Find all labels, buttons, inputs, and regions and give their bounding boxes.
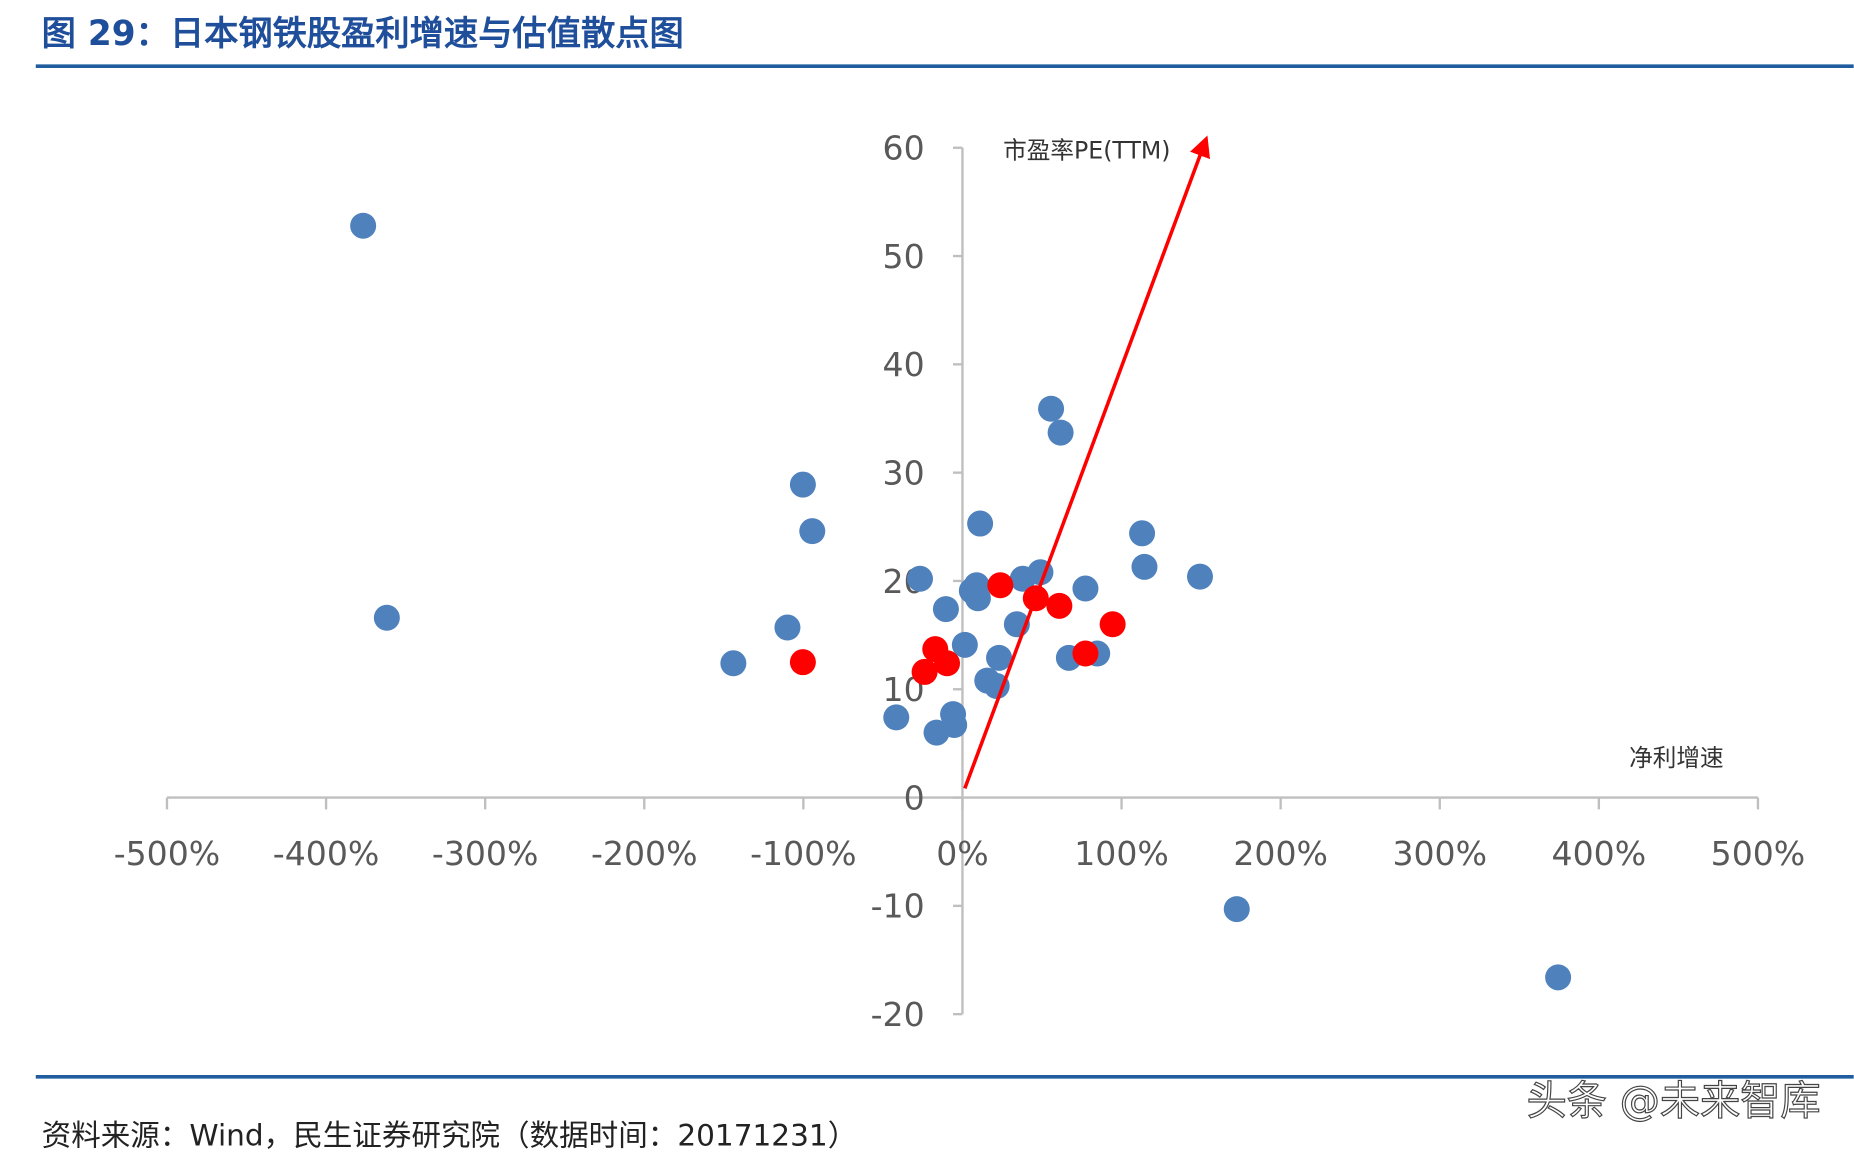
trend-arrow xyxy=(963,135,1210,790)
scatter-point xyxy=(951,631,978,658)
scatter-point xyxy=(350,212,377,239)
x-tick-label: 200% xyxy=(1233,834,1328,873)
y-tick-label: 0 xyxy=(904,778,925,817)
x-tick-label: 500% xyxy=(1711,834,1806,873)
scatter-point xyxy=(941,711,968,738)
y-tick-label: 50 xyxy=(883,237,925,276)
scatter-point xyxy=(1046,592,1073,619)
scatter-point xyxy=(373,604,400,631)
scatter-point xyxy=(720,650,747,677)
y-axis-label: 市盈率PE(TTM) xyxy=(1003,136,1170,164)
scatter-point xyxy=(932,596,959,623)
scatter-point xyxy=(1099,611,1126,638)
x-tick-label: -500% xyxy=(114,834,221,873)
scatter-point xyxy=(986,644,1013,671)
scatter-point xyxy=(983,673,1010,700)
x-tick-label: 400% xyxy=(1552,834,1647,873)
scatter-point xyxy=(1072,575,1099,602)
y-tick-label: 30 xyxy=(883,453,925,492)
x-tick-label: -400% xyxy=(273,834,380,873)
scatter-point xyxy=(1038,395,1065,422)
x-axis-label: 净利增速 xyxy=(1629,744,1724,772)
plot-area: -500% -400% -300% -200% -100% 0% 100% 200% 300% 4… xyxy=(114,129,1806,1034)
scatter-point xyxy=(1223,896,1250,923)
scatter-point xyxy=(1129,520,1156,547)
scatter-point xyxy=(987,572,1014,599)
scatter-point xyxy=(906,565,933,592)
scatter-point xyxy=(789,649,816,676)
scatter-point xyxy=(1072,640,1099,667)
x-tick-label: -200% xyxy=(591,834,698,873)
y-tick-label: -20 xyxy=(871,995,925,1034)
y-tick-label: 60 xyxy=(883,129,925,168)
scatter-point xyxy=(934,650,961,677)
source-note: 资料来源：Wind，民生证券研究院（数据时间：20171231） xyxy=(42,1118,858,1152)
scatter-point xyxy=(883,704,910,731)
scatter-point xyxy=(964,585,991,612)
chart-title: 图 29：日本钢铁股盈利增速与估值散点图 xyxy=(42,14,684,54)
x-tick-label: 100% xyxy=(1074,834,1169,873)
scatter-point xyxy=(1131,553,1158,580)
x-tick-label: -300% xyxy=(432,834,539,873)
scatter-point xyxy=(1186,563,1213,590)
x-tick-label: -100% xyxy=(750,834,857,873)
scatter-point xyxy=(1545,964,1572,991)
scatter-point xyxy=(799,518,826,545)
scatter-point xyxy=(774,614,801,641)
scatter-point xyxy=(1047,419,1074,446)
y-tick-label: -10 xyxy=(871,887,925,926)
scatter-point xyxy=(967,510,994,537)
scatter-point xyxy=(911,658,938,685)
watermark: 头条 @未来智库 xyxy=(1527,1079,1821,1125)
y-tick-label: 40 xyxy=(883,345,925,384)
scatter-point xyxy=(789,471,816,498)
x-tick-label: 0% xyxy=(936,834,988,873)
x-tick-label: 300% xyxy=(1392,834,1487,873)
